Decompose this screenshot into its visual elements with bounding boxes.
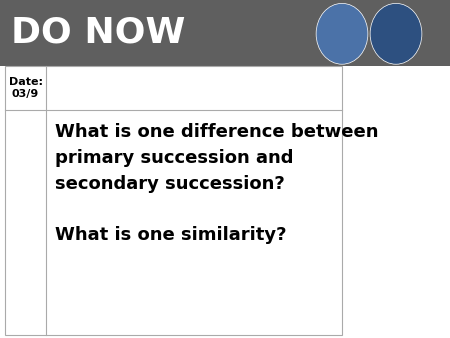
Ellipse shape <box>316 3 368 64</box>
Bar <box>0 0 450 66</box>
Text: Date:
03/9: Date: 03/9 <box>9 77 43 99</box>
Ellipse shape <box>370 3 422 64</box>
Text: What is one difference between
primary succession and
secondary succession?

Wha: What is one difference between primary s… <box>55 123 378 244</box>
Text: DO NOW: DO NOW <box>11 16 185 50</box>
Bar <box>5 66 342 335</box>
